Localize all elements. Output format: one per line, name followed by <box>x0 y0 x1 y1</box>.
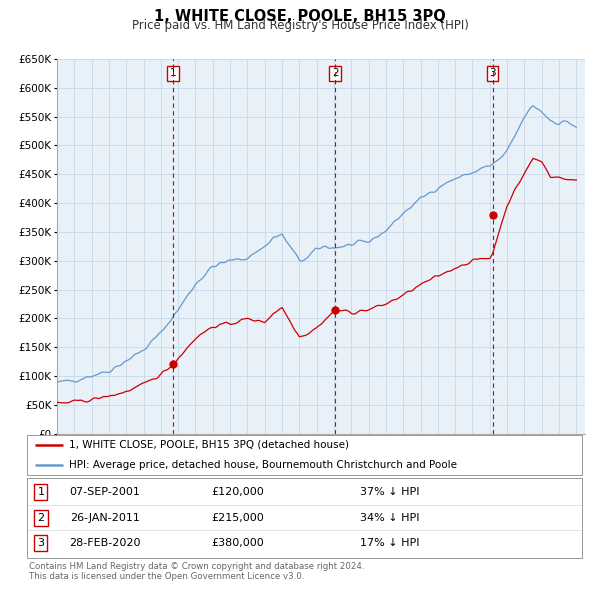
Text: 2: 2 <box>332 68 338 78</box>
Text: £380,000: £380,000 <box>212 538 264 548</box>
Text: 1, WHITE CLOSE, POOLE, BH15 3PQ (detached house): 1, WHITE CLOSE, POOLE, BH15 3PQ (detache… <box>68 440 349 450</box>
Text: 3: 3 <box>37 538 44 548</box>
Text: HPI: Average price, detached house, Bournemouth Christchurch and Poole: HPI: Average price, detached house, Bour… <box>68 460 457 470</box>
Text: 26-JAN-2011: 26-JAN-2011 <box>70 513 140 523</box>
Text: £120,000: £120,000 <box>212 487 264 497</box>
Text: Contains HM Land Registry data © Crown copyright and database right 2024.: Contains HM Land Registry data © Crown c… <box>29 562 364 571</box>
Text: 07-SEP-2001: 07-SEP-2001 <box>69 487 140 497</box>
Text: 1: 1 <box>169 68 176 78</box>
Text: 17% ↓ HPI: 17% ↓ HPI <box>360 538 419 548</box>
Text: This data is licensed under the Open Government Licence v3.0.: This data is licensed under the Open Gov… <box>29 572 304 581</box>
Text: Price paid vs. HM Land Registry's House Price Index (HPI): Price paid vs. HM Land Registry's House … <box>131 19 469 32</box>
Text: 34% ↓ HPI: 34% ↓ HPI <box>360 513 419 523</box>
Text: 1: 1 <box>37 487 44 497</box>
Text: 1, WHITE CLOSE, POOLE, BH15 3PQ: 1, WHITE CLOSE, POOLE, BH15 3PQ <box>154 9 446 24</box>
Text: 3: 3 <box>489 68 496 78</box>
Text: 28-FEB-2020: 28-FEB-2020 <box>69 538 140 548</box>
Text: 37% ↓ HPI: 37% ↓ HPI <box>360 487 419 497</box>
Text: £215,000: £215,000 <box>212 513 264 523</box>
Text: 2: 2 <box>37 513 44 523</box>
